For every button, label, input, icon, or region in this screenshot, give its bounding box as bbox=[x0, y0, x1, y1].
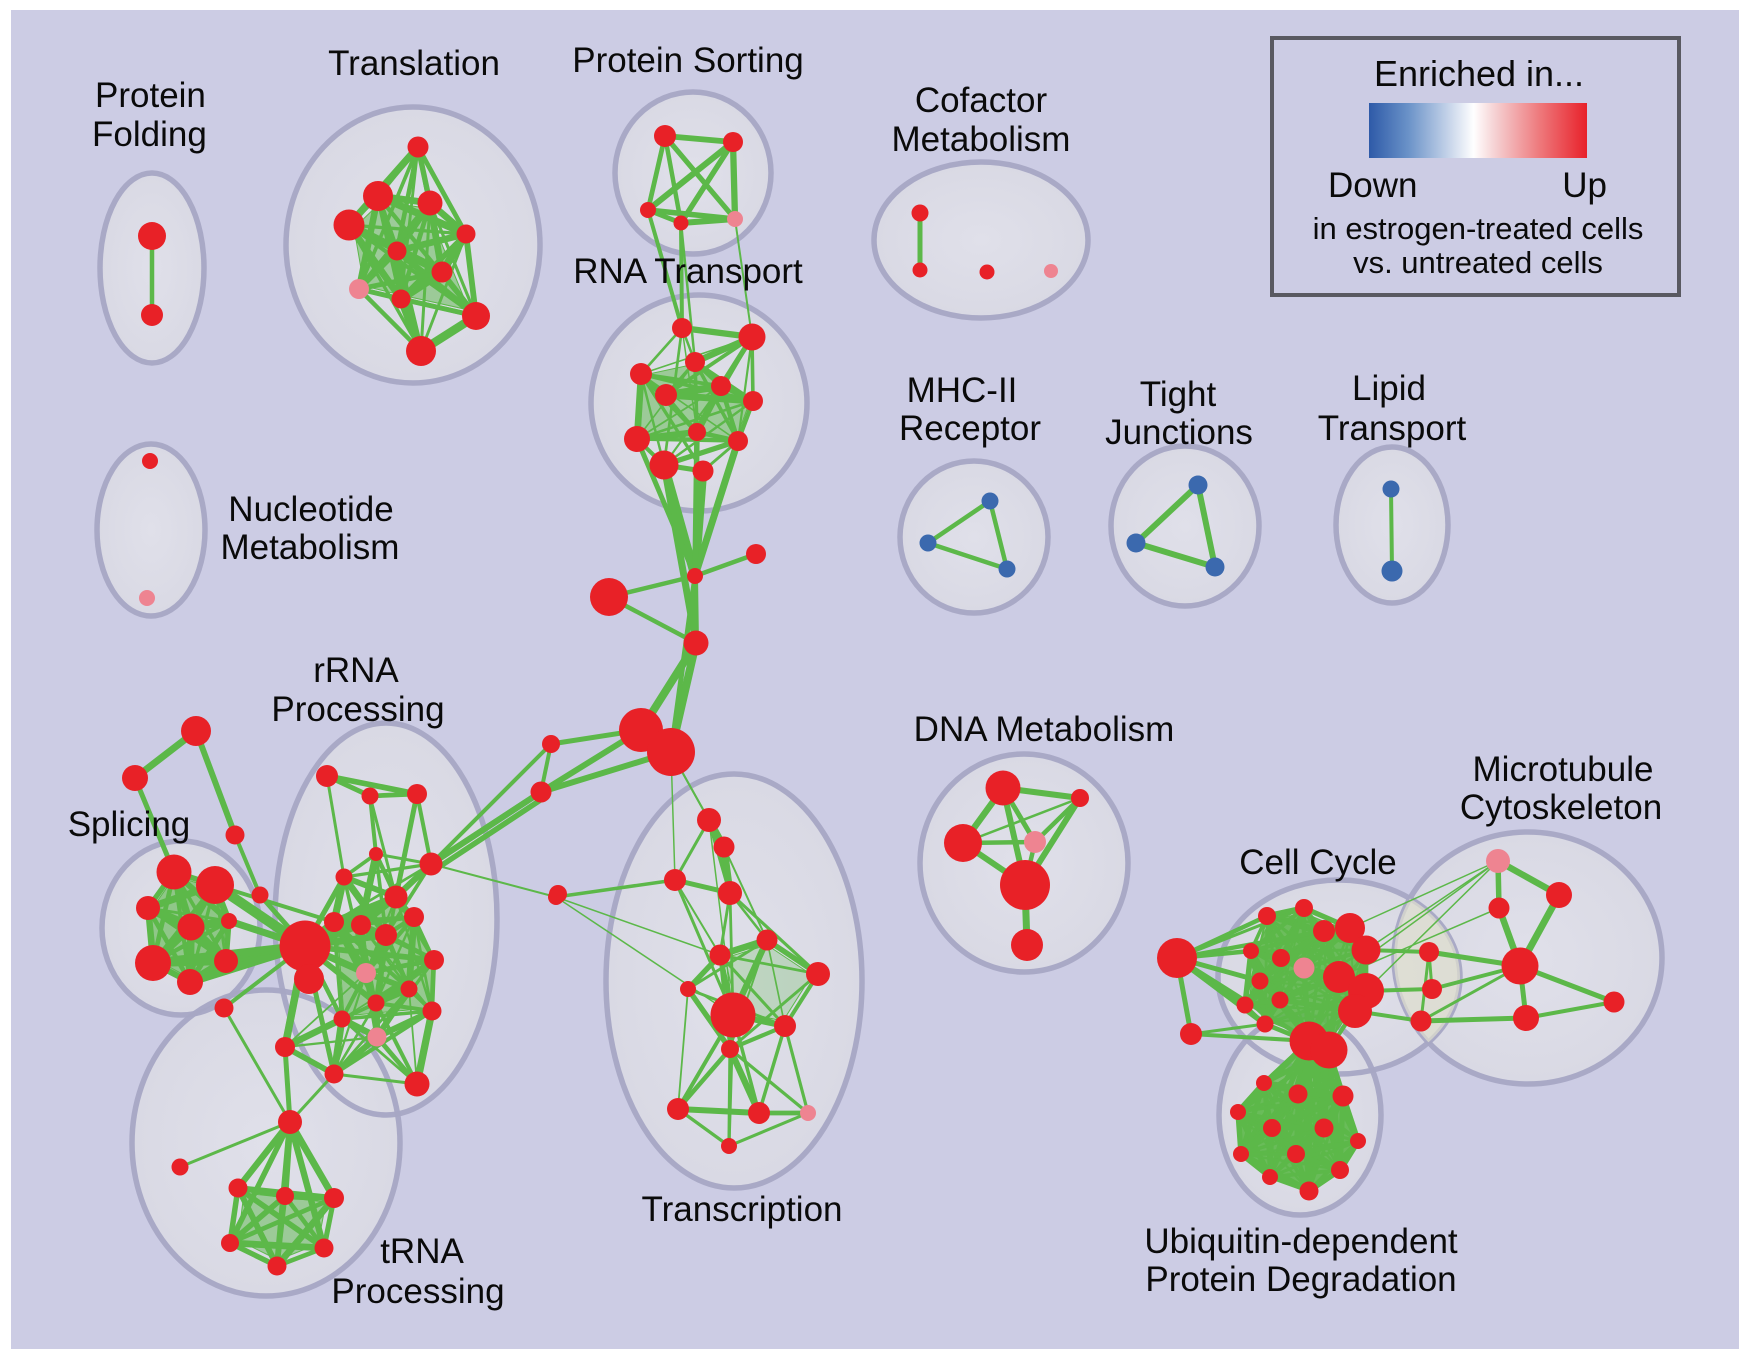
svg-text:Tight: Tight bbox=[1140, 375, 1217, 414]
svg-text:Enriched in...: Enriched in... bbox=[1374, 53, 1584, 94]
svg-text:Microtubule: Microtubule bbox=[1473, 750, 1654, 789]
svg-text:Down: Down bbox=[1328, 166, 1417, 205]
svg-text:Junctions: Junctions bbox=[1105, 413, 1253, 452]
svg-text:Cytoskeleton: Cytoskeleton bbox=[1460, 788, 1662, 827]
svg-text:Cofactor: Cofactor bbox=[915, 81, 1048, 120]
svg-text:Receptor: Receptor bbox=[899, 409, 1041, 448]
svg-text:tRNA: tRNA bbox=[380, 1232, 464, 1271]
svg-text:Protein: Protein bbox=[95, 76, 206, 115]
svg-text:RNA Transport: RNA Transport bbox=[573, 252, 803, 291]
svg-text:Ubiquitin-dependent: Ubiquitin-dependent bbox=[1144, 1222, 1458, 1261]
svg-text:Lipid: Lipid bbox=[1352, 369, 1426, 408]
svg-text:DNA Metabolism: DNA Metabolism bbox=[914, 710, 1175, 749]
svg-text:vs. untreated cells: vs. untreated cells bbox=[1353, 245, 1603, 280]
svg-text:Translation: Translation bbox=[328, 44, 500, 83]
svg-text:Processing: Processing bbox=[331, 1272, 504, 1311]
svg-text:Metabolism: Metabolism bbox=[892, 120, 1071, 159]
svg-text:Protein Sorting: Protein Sorting bbox=[572, 41, 804, 80]
svg-text:Cell Cycle: Cell Cycle bbox=[1239, 843, 1397, 882]
svg-text:rRNA: rRNA bbox=[313, 651, 399, 690]
svg-text:Splicing: Splicing bbox=[68, 805, 191, 844]
svg-text:Metabolism: Metabolism bbox=[221, 528, 400, 567]
svg-text:Transport: Transport bbox=[1318, 409, 1467, 448]
svg-text:Processing: Processing bbox=[271, 690, 444, 729]
svg-text:in estrogen-treated cells: in estrogen-treated cells bbox=[1313, 211, 1644, 246]
svg-text:Up: Up bbox=[1562, 166, 1607, 205]
svg-text:Protein Degradation: Protein Degradation bbox=[1145, 1260, 1456, 1299]
svg-text:Folding: Folding bbox=[92, 115, 207, 154]
svg-text:Nucleotide: Nucleotide bbox=[228, 490, 393, 529]
svg-text:MHC-II: MHC-II bbox=[907, 371, 1018, 410]
svg-text:Transcription: Transcription bbox=[642, 1190, 843, 1229]
